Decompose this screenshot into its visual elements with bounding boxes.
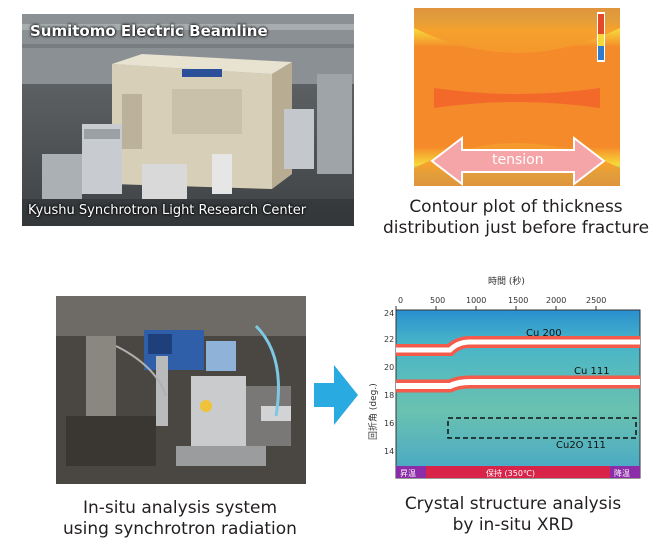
contour-caption-line1: Contour plot of thickness bbox=[409, 197, 623, 217]
y-tick-22: 22 bbox=[384, 335, 394, 344]
phase-label-cooling: 降温 bbox=[614, 468, 630, 478]
contour-caption-line2: distribution just before fracture bbox=[382, 218, 650, 238]
x-tick-500: 500 bbox=[430, 296, 445, 305]
x-tick-2500: 2500 bbox=[586, 296, 606, 305]
beamline-title-label: Sumitomo Electric Beamline bbox=[30, 22, 268, 40]
xrd-plot-image: 0 500 1000 1500 2000 2500 時間 (秒) 24 22 2… bbox=[367, 275, 641, 479]
xrd-caption: Crystal structure analysis by in-situ XR… bbox=[368, 494, 658, 536]
tension-label: tension bbox=[492, 152, 544, 168]
x-tick-1000: 1000 bbox=[466, 296, 486, 305]
x-axis-title: 時間 (秒) bbox=[488, 275, 525, 287]
peak-label-cu111: Cu 111 bbox=[574, 366, 610, 377]
xrd-caption-line1: Crystal structure analysis bbox=[404, 494, 622, 514]
phase-label-holding: 保持 (350℃) bbox=[486, 468, 535, 478]
y-tick-18: 18 bbox=[384, 391, 394, 400]
contour-plot: tension bbox=[414, 8, 620, 186]
x-tick-0: 0 bbox=[398, 296, 403, 305]
insitu-photo-image bbox=[56, 296, 306, 484]
beamline-photo-image bbox=[22, 14, 354, 226]
x-tick-1500: 1500 bbox=[508, 296, 528, 305]
insitu-caption-line2: using synchrotron radiation bbox=[63, 519, 297, 539]
x-tick-2000: 2000 bbox=[546, 296, 566, 305]
research-center-label: Kyushu Synchrotron Light Research Center bbox=[28, 203, 307, 218]
peak-label-cu200: Cu 200 bbox=[526, 328, 562, 339]
xrd-caption-line2: by in-situ XRD bbox=[452, 515, 574, 535]
phase-label-heating: 昇温 bbox=[400, 469, 416, 478]
insitu-photo bbox=[56, 296, 306, 484]
beamline-photo: Sumitomo Electric Beamline Kyushu Synchr… bbox=[22, 14, 354, 226]
flow-arrow-icon bbox=[314, 365, 358, 425]
peak-label-cu2o111: Cu2O 111 bbox=[556, 440, 606, 451]
y-tick-24: 24 bbox=[384, 309, 394, 318]
insitu-caption: In-situ analysis system using synchrotro… bbox=[40, 498, 320, 540]
insitu-caption-line1: In-situ analysis system bbox=[82, 498, 278, 518]
y-axis-title: 回折角 (deg.) bbox=[367, 383, 379, 440]
xrd-plot: 0 500 1000 1500 2000 2500 時間 (秒) 24 22 2… bbox=[360, 270, 664, 492]
tension-arrow bbox=[430, 135, 606, 186]
y-tick-20: 20 bbox=[384, 363, 394, 372]
y-tick-16: 16 bbox=[384, 419, 394, 428]
y-tick-14: 14 bbox=[384, 447, 394, 456]
contour-plot-caption: Contour plot of thickness distribution j… bbox=[368, 197, 664, 239]
contour-plot-image bbox=[414, 8, 620, 186]
